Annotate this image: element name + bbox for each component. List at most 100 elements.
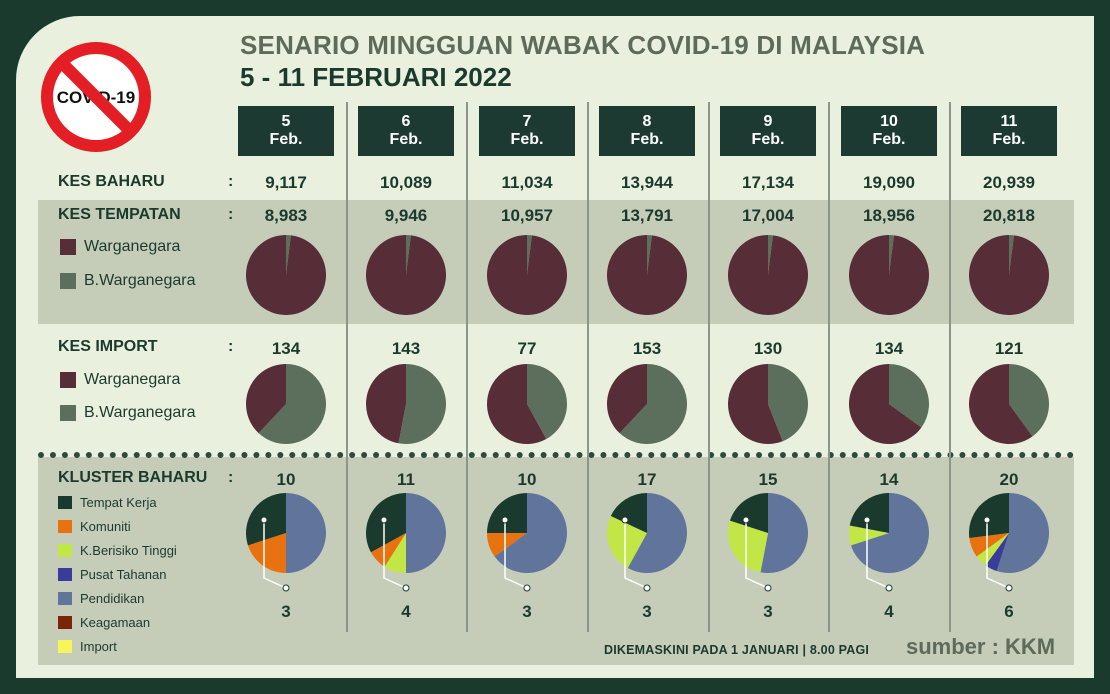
cluster-pie-slice: [607, 515, 647, 569]
legend-swatch: [58, 520, 72, 533]
legend-label: Keagamaan: [80, 615, 151, 630]
kes-tempatan-value: 8,983: [264, 206, 308, 225]
leader-dot: [501, 516, 509, 524]
leader-dot: [863, 516, 871, 524]
kluster-note-value: 3: [522, 602, 532, 621]
column-divider: [466, 102, 468, 632]
cluster-pie-slice: [729, 493, 768, 533]
legend-swatch: [60, 239, 76, 255]
cluster-pie-slice: [996, 493, 1049, 573]
kes-import-value: 121: [994, 339, 1024, 358]
kes-baharu-value: 17,134: [742, 173, 794, 192]
cluster-leader-line: [986, 520, 1010, 589]
cluster-pie-slice: [384, 533, 406, 573]
column-divider: [708, 102, 710, 632]
kes-baharu-value: 20,939: [983, 173, 1035, 192]
date-box: 9 Feb.: [720, 106, 816, 156]
page-title: SENARIO MINGGUAN WABAK COVID-19 DI MALAY…: [240, 30, 926, 60]
cluster-pie-slice: [487, 493, 527, 533]
local-pie-slice: [527, 235, 533, 275]
column-divider: [346, 102, 348, 632]
date-day: 8: [642, 113, 652, 130]
legend-label: Komuniti: [80, 519, 131, 534]
local-pie-slice: [768, 235, 774, 275]
legend-label: Pendidikan: [80, 591, 145, 606]
legend-label: B.Warganegara: [84, 272, 196, 289]
kes-baharu-value: 11,034: [501, 173, 553, 192]
legend-bukan-warganegara-local: B.Warganegara: [60, 272, 195, 290]
leader-dot: [1005, 584, 1013, 592]
import-pie-slice: [527, 364, 567, 440]
column-divider: [587, 102, 589, 632]
kes-baharu-value: 13,944: [621, 173, 673, 192]
legend-warganegara-local: Warganegara: [60, 238, 180, 256]
page-subtitle: 5 - 11 FEBRUARI 2022: [240, 62, 512, 92]
cluster-leader-line: [383, 520, 407, 589]
row-label-kes-import: KES IMPORT: [58, 338, 158, 355]
import-pie-slice: [619, 364, 688, 445]
kes-import-value: 134: [271, 339, 301, 358]
leader-dot: [983, 516, 991, 524]
cluster-legend-item: Komuniti: [58, 519, 131, 534]
cluster-legend-item: Pusat Tahanan: [58, 567, 167, 582]
row-label-kluster-baharu: KLUSTER BAHARU: [58, 469, 208, 486]
date-day: 7: [522, 113, 532, 130]
legend-label: Import: [80, 639, 117, 654]
import-pie-slice: [607, 364, 647, 434]
row-colon: :: [228, 469, 234, 486]
date-box: 7 Feb.: [479, 106, 575, 156]
import-pie-slice: [728, 364, 783, 444]
cluster-pie-slice: [627, 493, 688, 573]
kluster-baharu-value: 14: [879, 470, 899, 489]
leader-dot: [643, 584, 651, 592]
updated-note: DIKEMASKINI PADA 1 JANUARI | 8.00 PAGI: [604, 643, 870, 657]
cluster-leader-line: [745, 520, 769, 589]
kes-tempatan-value: 18,956: [863, 206, 915, 225]
local-pie-slice: [245, 235, 326, 315]
date-box: 8 Feb.: [599, 106, 695, 156]
leader-dot: [402, 584, 410, 592]
local-pie-slice: [848, 235, 929, 315]
kes-baharu-value: 9,117: [265, 173, 307, 192]
date-month: Feb.: [269, 131, 303, 148]
kes-import-value: 77: [517, 339, 537, 358]
cluster-leader-line: [263, 520, 287, 589]
column-divider: [828, 102, 830, 632]
cluster-legend-item: Tempat Kerja: [58, 495, 157, 510]
kes-tempatan-value: 10,957: [501, 206, 553, 225]
legend-swatch: [58, 592, 72, 605]
legend-label: Warganegara: [84, 238, 181, 255]
kluster-note-value: 3: [763, 602, 773, 621]
kluster-note-value: 4: [401, 602, 411, 621]
kes-import-value: 134: [874, 339, 904, 358]
import-pie-slice: [398, 364, 446, 445]
kes-import-value: 130: [753, 339, 783, 358]
dotted-separator: [38, 452, 1074, 458]
date-box: 11 Feb.: [961, 106, 1057, 156]
import-pie-slice: [366, 364, 406, 444]
legend-label: Warganegara: [84, 371, 181, 388]
import-pie-slice: [1009, 364, 1049, 437]
legend-warganegara-import: Warganegara: [60, 371, 180, 389]
date-month: Feb.: [751, 131, 785, 148]
local-pie-slice: [606, 235, 687, 315]
import-pie-slice: [245, 364, 286, 434]
kes-baharu-value: 10,089: [380, 173, 432, 192]
row-label-kes-tempatan: KES TEMPATAN: [58, 206, 181, 223]
local-pie-slice: [406, 235, 412, 275]
source-label: sumber : KKM: [906, 634, 1056, 659]
date-month: Feb.: [510, 131, 544, 148]
cluster-pie-slice: [849, 493, 889, 533]
cluster-legend-item: Keagamaan: [58, 615, 150, 630]
import-pie-slice: [968, 364, 1033, 444]
leader-dot: [260, 516, 268, 524]
leader-dot: [742, 516, 750, 524]
row-colon: :: [228, 173, 234, 190]
date-day: 11: [1000, 113, 1018, 130]
local-pie-slice: [727, 235, 808, 315]
row-colon: :: [228, 338, 234, 355]
legend-label: Pusat Tahanan: [80, 567, 167, 582]
legend-label: B.Warganegara: [84, 404, 196, 421]
